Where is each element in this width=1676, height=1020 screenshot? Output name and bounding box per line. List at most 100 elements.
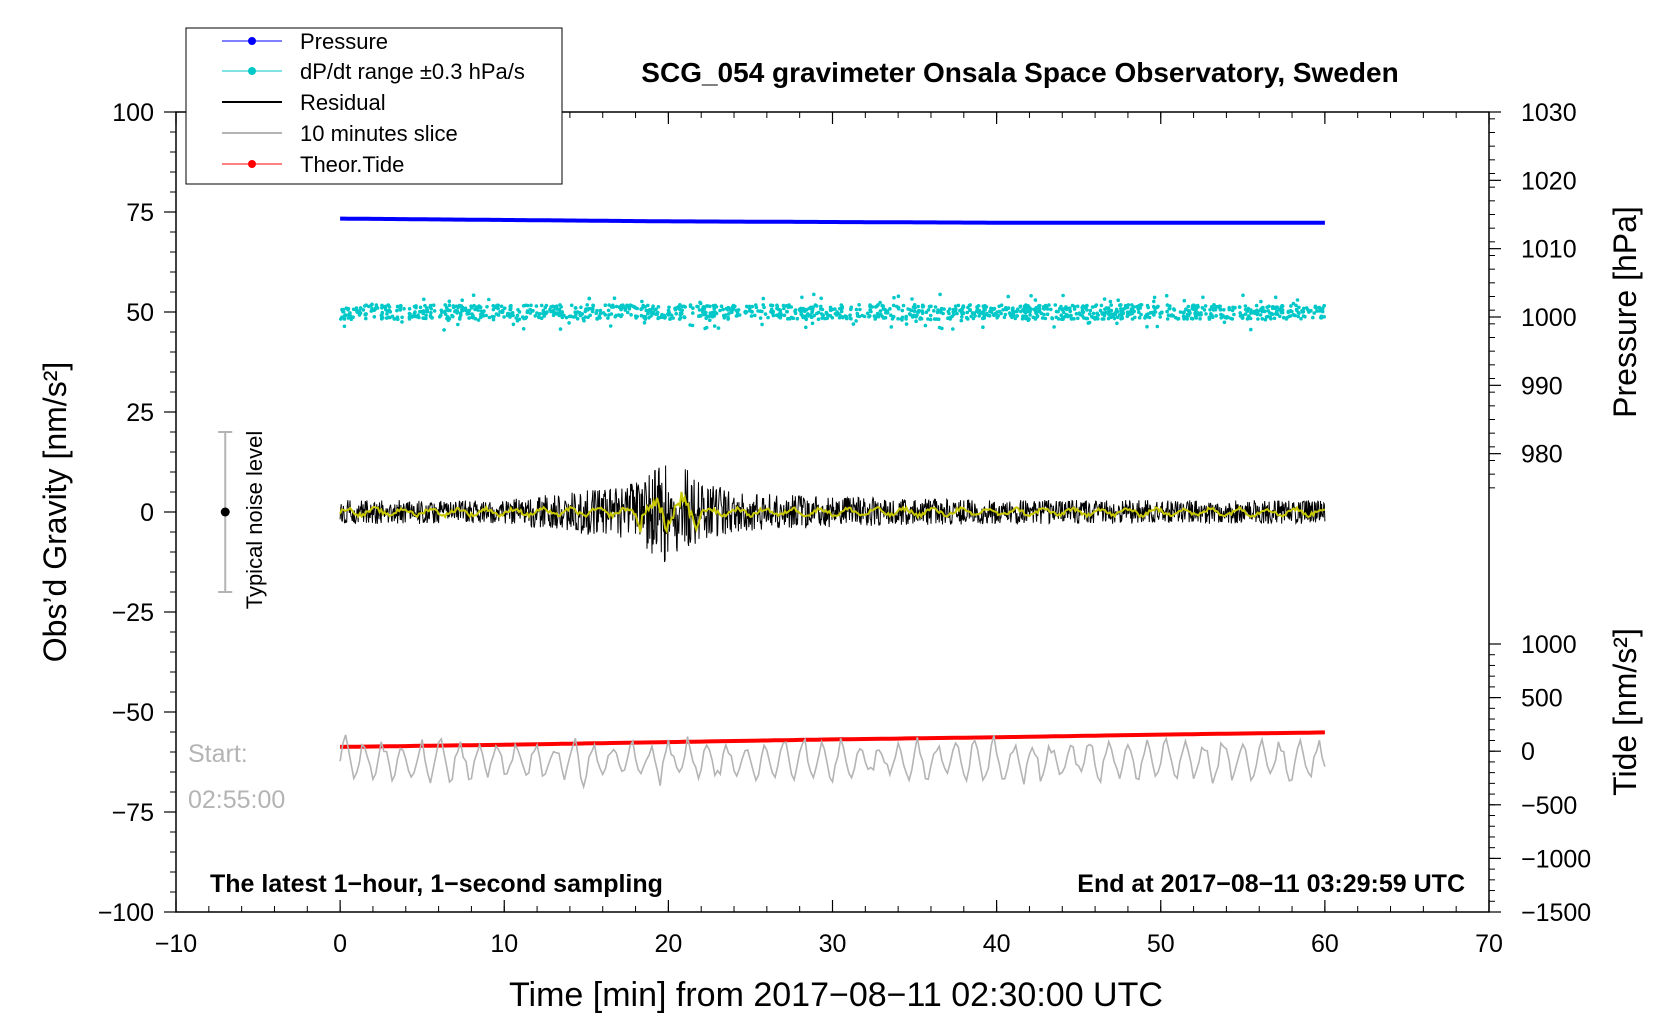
dpdt-point [603,303,608,308]
dpdt-point [688,323,692,327]
dpdt-point [874,314,878,319]
dpdt-point [651,304,655,309]
dpdt-point [583,309,588,314]
dpdt-point [721,307,725,312]
y-axis-label-tide: Tide [nm/s²] [1607,628,1643,796]
dpdt-point [989,306,993,311]
dpdt-point [1301,306,1306,311]
dpdt-point [611,305,616,309]
dpdt-point [697,308,702,312]
dpdt-point [484,313,489,318]
dpdt-point [1118,303,1122,308]
dpdt-point [743,310,747,314]
dpdt-point [1184,307,1188,312]
dpdt-point [456,322,460,327]
dpdt-point [502,315,506,319]
dpdt-point [1124,304,1128,308]
dpdt-point [574,306,578,310]
dpdt-point [422,316,426,321]
dpdt-point [380,311,385,315]
dpdt-point [656,305,661,309]
dpdt-point [1047,303,1051,307]
dpdt-point [640,299,644,304]
dpdt-point [471,293,476,298]
dpdt-point [623,308,628,312]
dpdt-point [678,316,683,320]
y-tick-label: −25 [112,599,154,627]
dpdt-point [1040,316,1045,320]
dpdt-point [521,327,526,331]
pressure-tick-label: 1000 [1521,304,1577,332]
dpdt-point [992,313,996,318]
dpdt-point [608,324,613,328]
dpdt-point [1090,305,1095,309]
legend: Pressure dP/dt range ±0.3 hPa/s Residual… [185,27,563,185]
dpdt-point [554,304,559,309]
dpdt-point [1147,315,1152,320]
dpdt-point [1003,307,1008,312]
dpdt-point [341,308,345,312]
dpdt-point [425,308,430,312]
dpdt-point [901,303,906,308]
dpdt-point [666,308,671,313]
dpdt-point [646,303,650,308]
dpdt-point [1056,317,1061,321]
y-tick-label: −100 [98,899,154,927]
dpdt-point [975,309,979,314]
dpdt-point [800,295,804,300]
dpdt-point [606,316,610,320]
dpdt-point [619,307,624,311]
dpdt-point [712,307,716,311]
dpdt-point [517,317,522,322]
dpdt-point [726,305,731,310]
dpdt-point [1217,304,1222,309]
dpdt-point [458,317,462,321]
dpdt-point [1011,312,1016,316]
dpdt-point [525,310,530,315]
dpdt-point [933,305,938,309]
dpdt-point [612,296,617,301]
dpdt-point [1107,312,1112,317]
dpdt-point [457,304,461,309]
dpdt-point [469,304,473,309]
dpdt-point [968,308,972,313]
dpdt-point [840,304,844,309]
dpdt-point [494,305,498,310]
svg-text:dP/dt range ±0.3 hPa/s: dP/dt range ±0.3 hPa/s [300,59,525,84]
dpdt-point [1207,316,1212,321]
dpdt-point [953,304,958,309]
dpdt-point [1006,294,1010,299]
dpdt-point [1129,312,1133,316]
dpdt-point [1246,306,1251,311]
dpdt-point [858,307,862,312]
dpdt-point [1229,316,1233,321]
dpdt-point [688,304,693,309]
dpdt-point [471,314,475,318]
dpdt-point [1319,315,1324,320]
dpdt-point [1237,305,1242,309]
dpdt-point [372,308,377,313]
dpdt-point [1204,312,1208,316]
dpdt-point [348,314,353,318]
dpdt-point [1119,317,1123,321]
dpdt-point [511,322,516,327]
dpdt-point [701,305,705,310]
dpdt-point [691,311,695,315]
dpdt-point [1201,295,1205,300]
dpdt-point [708,313,713,318]
dpdt-point [1148,311,1153,315]
dpdt-point [678,312,683,317]
dpdt-point [1303,314,1307,319]
dpdt-point [447,299,452,304]
dpdt-point [446,308,451,313]
dpdt-point [1015,314,1019,318]
dpdt-point [716,326,721,330]
dpdt-point [432,309,437,313]
dpdt-point [633,314,638,318]
dpdt-point [354,306,359,310]
dpdt-point [342,324,347,329]
dpdt-point [367,304,371,309]
dpdt-point [429,307,434,311]
dpdt-point [1155,324,1160,329]
dpdt-point [726,312,731,316]
